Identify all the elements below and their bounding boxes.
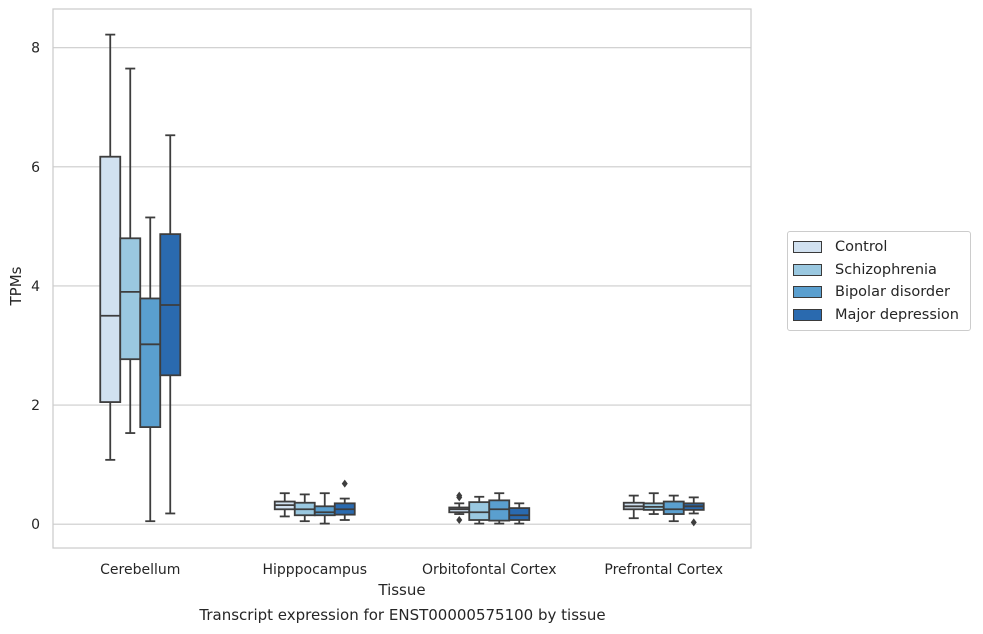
box-1-1 (293, 493, 316, 523)
legend-label: Bipolar disorder (835, 284, 950, 301)
y-tick-label: 2 (31, 398, 40, 414)
x-tick-label: Hipppocampus (262, 562, 367, 578)
outlier-point (456, 516, 463, 525)
iqr-box (313, 505, 336, 517)
legend-swatch (793, 241, 822, 254)
box-1-3 (642, 492, 665, 515)
iqr-box (99, 155, 122, 403)
iqr-box (488, 499, 511, 522)
legend-item: Control (788, 236, 970, 259)
x-tick-label: Orbitofontal Cortex (422, 562, 557, 578)
gridlines (53, 47, 751, 525)
legend-swatch (793, 263, 822, 276)
box-0-0 (99, 33, 122, 461)
box-3-1 (333, 479, 356, 521)
legend-swatch (793, 286, 822, 299)
legend-label: Schizophrenia (835, 261, 937, 278)
box-3-0 (159, 134, 182, 515)
iqr-box (508, 507, 531, 521)
iqr-box (662, 500, 685, 515)
box-0-3 (622, 494, 645, 520)
iqr-box (468, 501, 491, 521)
boxes (99, 33, 705, 527)
legend-swatch (793, 308, 822, 321)
chart-caption: Transcript expression for ENST0000057510… (199, 606, 606, 624)
legend-label: Control (835, 239, 888, 256)
box-0-1 (273, 492, 296, 518)
x-axis-label: Tissue (377, 581, 425, 599)
box-3-3 (682, 496, 705, 527)
box-3-2 (508, 502, 531, 525)
box-0-2 (448, 491, 471, 525)
y-tick-label: 0 (31, 517, 40, 533)
x-tick-label: Cerebellum (100, 562, 180, 578)
outlier-point (690, 518, 697, 527)
legend: Control Schizophrenia Bipolar disorder Majo… (787, 231, 971, 331)
plot-frame (52, 8, 752, 549)
legend-item: Schizophrenia (788, 259, 970, 282)
box-1-2 (468, 495, 491, 525)
iqr-box (139, 297, 162, 428)
box-2-2 (488, 492, 511, 525)
box-2-0 (139, 216, 162, 523)
y-tick-label: 6 (31, 160, 40, 176)
x-tick-labels: Cerebellum Hipppocampus Orbitofontal Corte… (100, 562, 723, 578)
box-1-0 (119, 67, 142, 434)
y-axis-label: TPMs (7, 266, 25, 306)
outlier-point (456, 491, 463, 500)
y-tick-labels: 0 2 4 6 8 (31, 41, 40, 533)
box-2-1 (313, 492, 336, 525)
iqr-box (119, 237, 142, 361)
legend-label: Major depression (835, 306, 959, 323)
y-tick-label: 4 (31, 279, 40, 295)
outlier-point (341, 479, 348, 488)
legend-item: Bipolar disorder (788, 281, 970, 304)
box-2-3 (662, 494, 685, 523)
x-tick-label: Prefrontal Cortex (604, 562, 723, 578)
legend-item: Major depression (788, 304, 970, 327)
y-tick-label: 8 (31, 41, 40, 57)
